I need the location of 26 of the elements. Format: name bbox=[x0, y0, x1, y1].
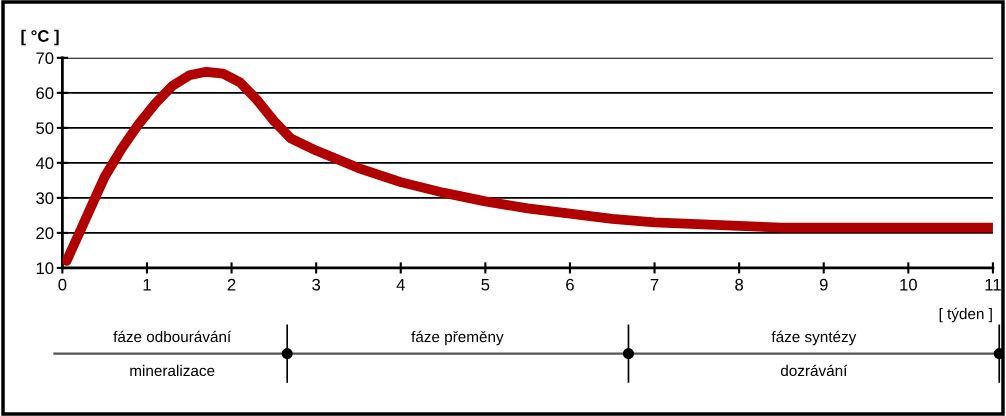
y-tick-label: 20 bbox=[36, 227, 54, 240]
y-tick-label: 10 bbox=[36, 262, 54, 275]
x-tick-label: 8 bbox=[735, 278, 744, 291]
x-tick-label: 2 bbox=[227, 278, 236, 291]
y-axis-title: [ °C ] bbox=[21, 29, 59, 46]
x-axis-title: [ týden ] bbox=[939, 307, 992, 323]
text: fáze přeměny bbox=[411, 330, 504, 346]
x-tick-label: 6 bbox=[566, 278, 574, 291]
y-tick-label: 40 bbox=[35, 157, 54, 170]
x-tick-label: 1 bbox=[143, 278, 151, 291]
x-tick-label: 0 bbox=[58, 278, 67, 291]
x-tick-label: 10 bbox=[900, 278, 917, 291]
x-tick-label: 11 bbox=[985, 278, 1001, 291]
x-tick-label: 4 bbox=[396, 278, 405, 291]
y-tick-label: 30 bbox=[36, 192, 54, 205]
y-tick-label: 60 bbox=[36, 87, 54, 100]
y-tick-label: 50 bbox=[36, 122, 54, 135]
x-tick-label: 9 bbox=[819, 278, 828, 291]
text: fáze odbourávání bbox=[113, 330, 232, 343]
x-tick-label: 3 bbox=[312, 278, 321, 291]
x-tick-label: 5 bbox=[481, 278, 490, 291]
y-tick-label: 70 bbox=[36, 52, 54, 65]
text: dozrávání bbox=[780, 364, 848, 377]
x-tick-label: 7 bbox=[650, 278, 659, 291]
text: mineralizace bbox=[130, 364, 215, 377]
text: fáze syntézy bbox=[771, 330, 857, 346]
